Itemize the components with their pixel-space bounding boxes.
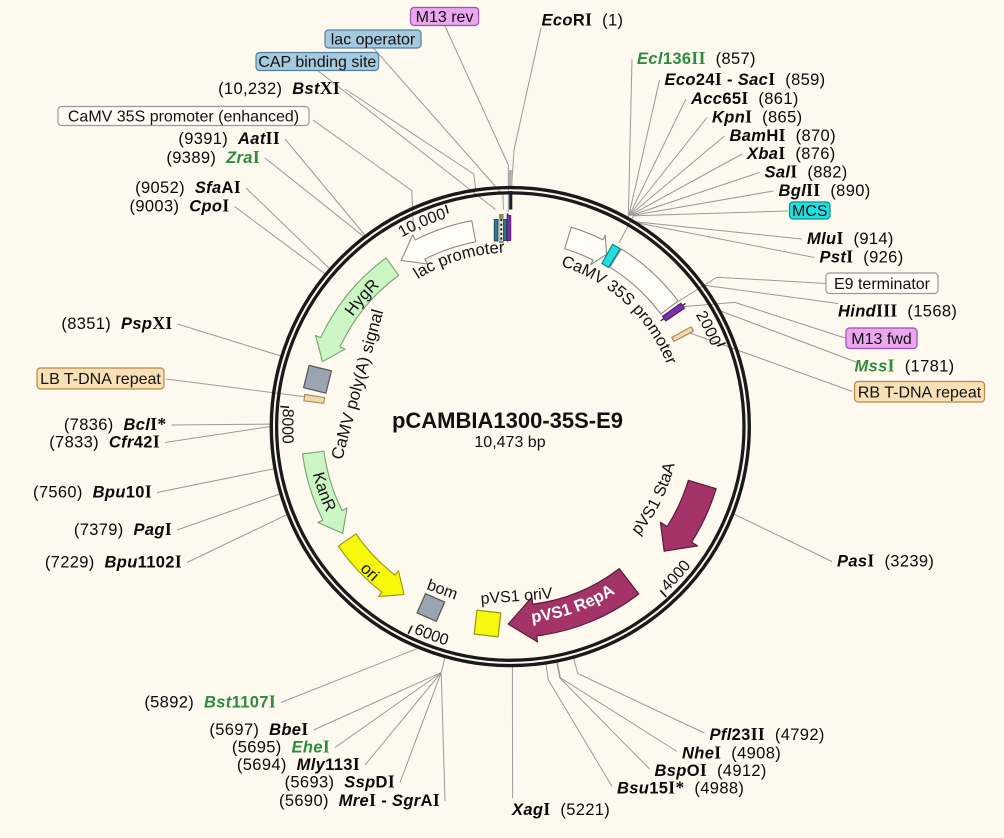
svg-text:(9391) AatII: (9391) AatII xyxy=(178,128,280,148)
svg-text:M13 rev: M13 rev xyxy=(416,9,474,26)
svg-text:E9 terminator: E9 terminator xyxy=(834,276,931,293)
svg-text:pCAMBIA1300-35S-E9: pCAMBIA1300-35S-E9 xyxy=(392,408,623,433)
svg-text:(5690) MreI - SgrAI: (5690) MreI - SgrAI xyxy=(279,790,440,810)
svg-text:RB T-DNA repeat: RB T-DNA repeat xyxy=(858,384,982,401)
svg-text:(5694) Mly113I: (5694) Mly113I xyxy=(237,754,360,774)
svg-text:(9052) SfaAI: (9052) SfaAI xyxy=(135,177,241,197)
svg-text:Acc65I (861): Acc65I (861) xyxy=(690,88,799,108)
svg-text:PstI (926): PstI (926) xyxy=(820,247,904,267)
svg-text:EcoRI (1): EcoRI (1) xyxy=(542,10,624,30)
svg-text:(7560) Bpu10I: (7560) Bpu10I xyxy=(33,482,152,502)
svg-text:pVS1 oriV: pVS1 oriV xyxy=(480,585,553,608)
svg-text:(7229) Bpu1102I: (7229) Bpu1102I xyxy=(45,552,182,572)
svg-text:CaMV 35S promoter (enhanced): CaMV 35S promoter (enhanced) xyxy=(68,109,299,126)
svg-text:HindIII (1568): HindIII (1568) xyxy=(838,301,957,321)
svg-text:(9003) CpoI: (9003) CpoI xyxy=(130,196,230,216)
svg-text:MCS: MCS xyxy=(792,203,828,220)
svg-text:MluI (914): MluI (914) xyxy=(807,228,894,248)
svg-text:(5697) BbeI: (5697) BbeI xyxy=(209,719,308,739)
svg-text:Bsu15I* (4988): Bsu15I* (4988) xyxy=(617,778,744,798)
svg-text:(8351) PspXI: (8351) PspXI xyxy=(61,313,172,333)
svg-text:XbaI (876): XbaI (876) xyxy=(746,143,836,163)
svg-text:BglII (890): BglII (890) xyxy=(779,180,871,200)
svg-text:Pfl23II (4792): Pfl23II (4792) xyxy=(710,724,825,744)
svg-text:Eco24I - SacI (859): Eco24I - SacI (859) xyxy=(665,69,826,89)
svg-text:10,473 bp: 10,473 bp xyxy=(474,434,545,451)
svg-text:(9389) ZraI: (9389) ZraI xyxy=(166,147,260,167)
svg-text:8000: 8000 xyxy=(278,408,296,444)
svg-text:Ecl136II (857): Ecl136II (857) xyxy=(637,48,756,68)
svg-text:SalI (882): SalI (882) xyxy=(765,162,848,182)
svg-text:NheI (4908): NheI (4908) xyxy=(682,743,781,763)
svg-text:BamHI (870): BamHI (870) xyxy=(730,125,836,145)
svg-text:M13 fwd: M13 fwd xyxy=(851,331,911,348)
svg-text:(5892) Bst1107I: (5892) Bst1107I xyxy=(144,692,276,712)
svg-text:(5695) EheI: (5695) EheI xyxy=(232,737,330,757)
svg-text:KpnI (865): KpnI (865) xyxy=(712,107,802,127)
svg-text:CAP binding site: CAP binding site xyxy=(258,54,376,71)
svg-text:(7379) PagI: (7379) PagI xyxy=(74,519,172,539)
svg-text:(5693) SspDI: (5693) SspDI xyxy=(285,772,395,792)
svg-text:PasI (3239): PasI (3239) xyxy=(837,551,934,571)
svg-text:lac operator: lac operator xyxy=(331,32,416,49)
svg-text:(7836) BclI*: (7836) BclI* xyxy=(64,414,167,434)
svg-text:XagI (5221): XagI (5221) xyxy=(511,799,610,819)
svg-text:(7833) Cfr42I: (7833) Cfr42I xyxy=(49,432,160,452)
svg-text:LB T-DNA repeat: LB T-DNA repeat xyxy=(40,371,161,388)
svg-text:MssI (1781): MssI (1781) xyxy=(855,356,955,376)
svg-text:(10,232) BstXI: (10,232) BstXI xyxy=(218,78,340,98)
svg-text:BspOI (4912): BspOI (4912) xyxy=(655,760,767,780)
